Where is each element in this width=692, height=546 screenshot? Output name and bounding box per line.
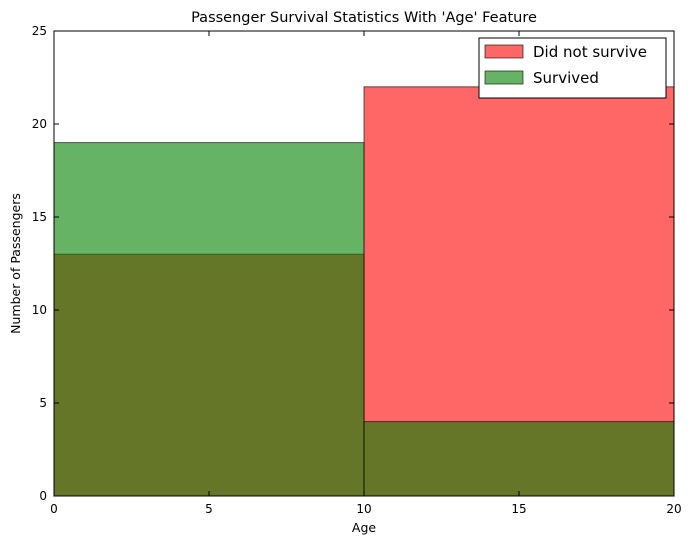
x-tick-label: 20 xyxy=(666,502,681,516)
x-tick-label: 0 xyxy=(50,502,58,516)
legend-swatch-survived xyxy=(484,70,524,85)
chart-title: Passenger Survival Statistics With 'Age'… xyxy=(191,10,537,26)
x-axis-label: Age xyxy=(352,520,376,535)
bar-survived-bin-0 xyxy=(53,142,365,497)
x-tick-label: 10 xyxy=(356,502,371,516)
x-tick-label: 15 xyxy=(511,502,526,516)
y-tick-label: 25 xyxy=(32,24,47,38)
y-axis-label: Number of Passengers xyxy=(8,193,23,334)
x-tick-label: 5 xyxy=(205,502,213,516)
y-tick-label: 5 xyxy=(39,396,47,410)
legend-label-did-not-survive: Did not survive xyxy=(533,43,647,61)
y-tick-label: 0 xyxy=(39,489,47,503)
y-tick-label: 15 xyxy=(32,210,47,224)
bars-layer xyxy=(53,86,675,497)
legend-label-survived: Survived xyxy=(533,69,599,87)
legend-swatch-did-not-survive xyxy=(484,44,524,59)
bar-survived-bin-1 xyxy=(363,421,675,497)
y-tick-label: 20 xyxy=(32,117,47,131)
y-tick-label: 10 xyxy=(32,303,47,317)
ticks-layer: 0 5 10 15 20 0 5 10 15 20 25 xyxy=(32,24,682,516)
legend: Did not survive Survived xyxy=(478,37,667,99)
